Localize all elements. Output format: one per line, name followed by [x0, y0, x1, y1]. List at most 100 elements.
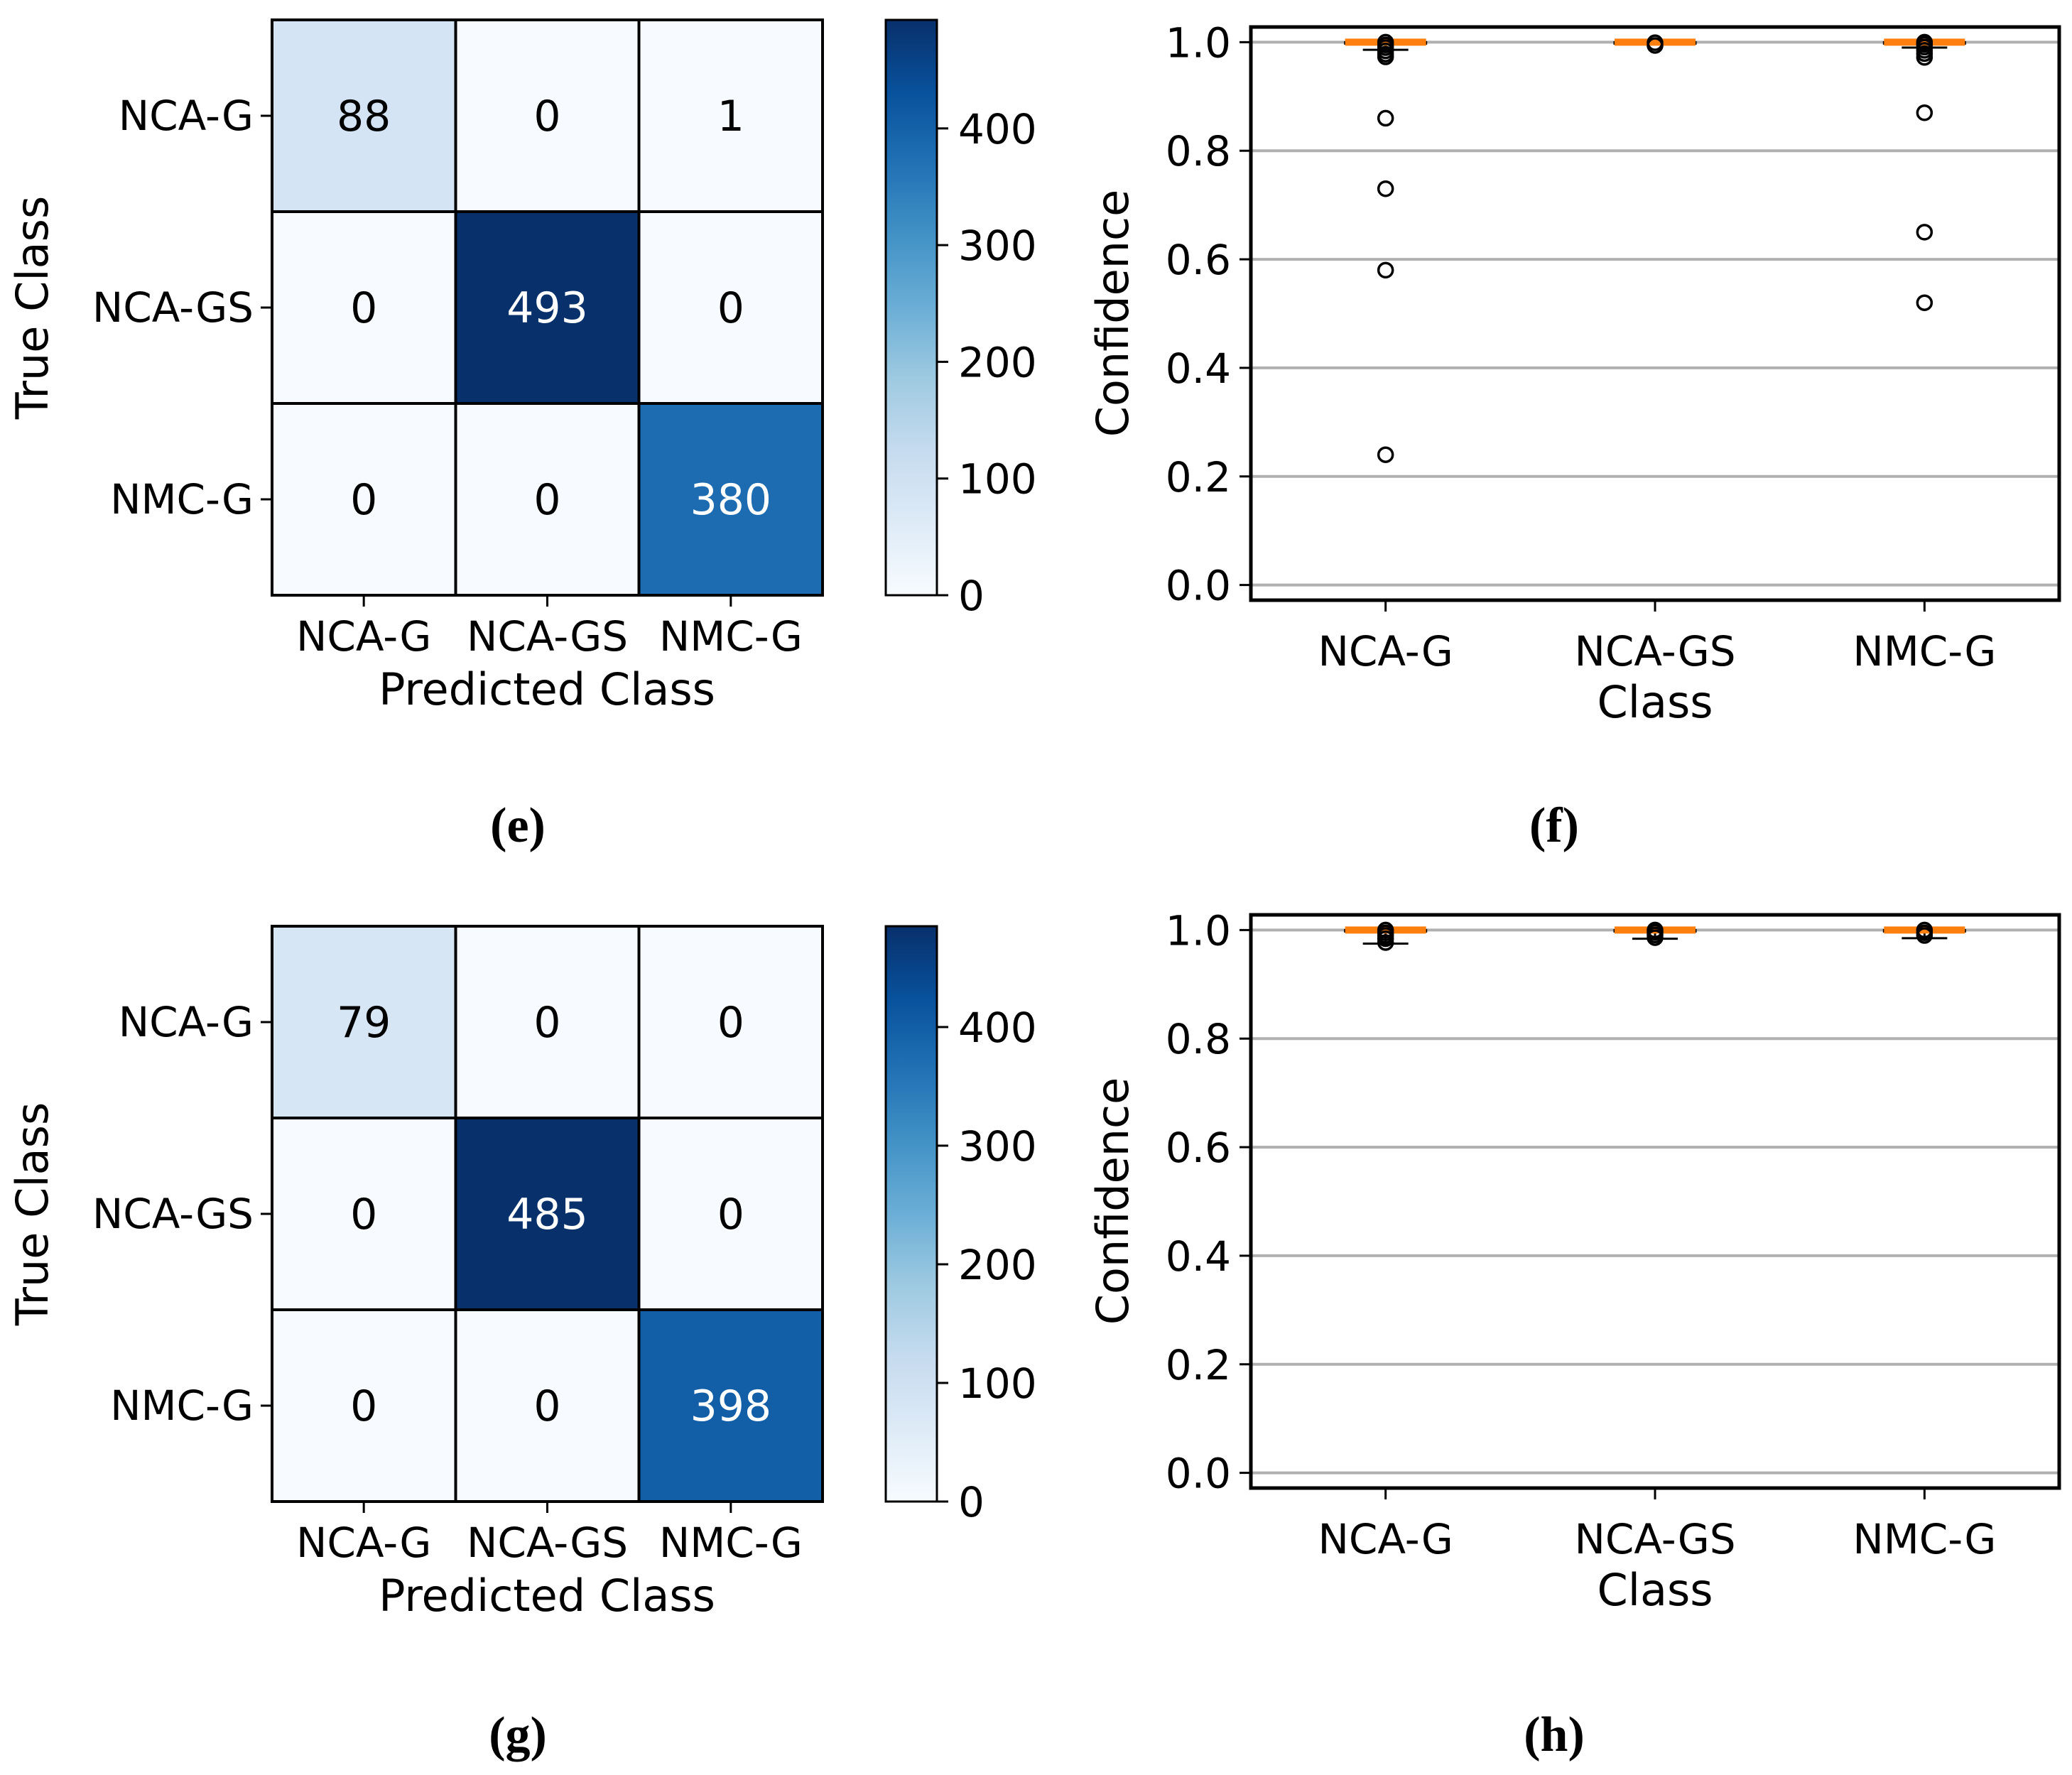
y-tick-label: 0.2 [1166, 453, 1231, 501]
matrix-cell [454, 402, 641, 597]
outlier-point [1377, 48, 1394, 65]
y-tick-label: 0.0 [1166, 562, 1231, 610]
panel-confusion-matrix-e: 88 0 1 0 493 0 0 0 380 NCA-G NCA-G NCA-GS NCA-GS NMC-… [0, 0, 1036, 888]
cell-value: 0 [717, 1190, 744, 1239]
y-tick-label: NCA-G [119, 92, 254, 140]
cell-value: 79 [337, 998, 391, 1048]
y-tick-label: NMC-G [110, 475, 254, 523]
x-tick-label: NCA-G [296, 612, 431, 661]
confusion-matrix-plot-g: 79 0 0 0 485 0 0 0 398 NCA-G NCA-G NCA-GS NCA-GS NMC-… [92, 925, 1036, 1567]
axes-spine [1249, 25, 2061, 602]
colorbar-tick-label: 100 [958, 455, 1036, 504]
y-tick-label: NMC-G [110, 1382, 254, 1430]
colorbar-tick-label: 300 [958, 222, 1036, 270]
outlier-point [1916, 224, 1933, 241]
subfigure-caption-f: (f) [1529, 798, 1579, 853]
outlier-point [1916, 294, 1933, 311]
y-axis-title: Confidence [1087, 189, 1139, 438]
x-tick-label: NMC-G [659, 612, 803, 661]
matrix-cell [637, 210, 825, 405]
y-axis-title: Confidence [1087, 1077, 1139, 1325]
axes-spine [1249, 913, 2061, 1490]
x-axis-title: Predicted Class [379, 663, 715, 715]
y-tick-label: NCA-GS [92, 1190, 254, 1238]
cell-value: 493 [506, 283, 588, 333]
cell-value: 0 [533, 92, 560, 141]
matrix-cell [637, 1308, 825, 1503]
x-tick-label: NMC-G [1853, 1515, 1996, 1563]
cell-value: 88 [337, 92, 391, 141]
cell-value: 0 [533, 475, 560, 525]
matrix-cell [454, 925, 641, 1119]
colorbar-tick-label: 400 [958, 105, 1036, 153]
colorbar-tick-label: 0 [958, 572, 985, 620]
cell-value: 485 [506, 1190, 588, 1239]
x-axis-title: Predicted Class [379, 1570, 715, 1622]
y-tick-label: NCA-G [119, 998, 254, 1046]
y-tick-label: 0.6 [1166, 236, 1231, 284]
colorbar-tick-label: 100 [958, 1359, 1036, 1408]
y-axis-title: True Class [6, 1102, 58, 1326]
x-tick-label: NCA-GS [1574, 627, 1735, 675]
outlier-point [1647, 929, 1664, 946]
x-axis-title: Class [1597, 676, 1713, 728]
y-tick-label: 1.0 [1166, 18, 1231, 67]
cell-value: 398 [690, 1382, 772, 1431]
subfigure-caption-h: (h) [1524, 1708, 1585, 1762]
cell-value: 0 [717, 283, 744, 333]
cell-value: 1 [717, 92, 744, 141]
y-tick-label: 0.4 [1166, 344, 1231, 393]
panel-confusion-matrix-g: 79 0 0 0 485 0 0 0 398 NCA-G NCA-G NCA-GS NCA-GS NMC-… [0, 888, 1036, 1775]
y-tick-label: 0.8 [1166, 1015, 1231, 1063]
colorbar-tick-label: 300 [958, 1122, 1036, 1171]
cell-value: 0 [350, 1190, 377, 1239]
x-tick-label: NCA-G [296, 1519, 431, 1567]
x-tick-label: NMC-G [659, 1519, 803, 1567]
x-tick-label: NCA-G [1318, 627, 1453, 675]
colorbar-tick-label: 0 [958, 1478, 985, 1526]
outlier-point [1377, 180, 1394, 197]
colorbar-tick-label: 400 [958, 1004, 1036, 1052]
cell-value: 0 [350, 1382, 377, 1431]
y-tick-label: 0.4 [1166, 1232, 1231, 1281]
outlier-point [1916, 49, 1933, 66]
cell-value: 0 [717, 998, 744, 1048]
outlier-point [1647, 37, 1664, 54]
cell-value: 0 [533, 1382, 560, 1431]
x-tick-label: NCA-GS [1574, 1515, 1735, 1563]
boxplot-plot-h: 0.0 0.2 0.4 0.6 0.8 1.0 NCA-G NCA-GS NMC-G [1166, 906, 2061, 1563]
x-tick-label: NCA-G [1318, 1515, 1453, 1563]
y-tick-label: 0.0 [1166, 1450, 1231, 1498]
x-tick-label: NMC-G [1853, 627, 1996, 675]
cell-value: 380 [690, 475, 772, 525]
colorbar-tick-label: 200 [958, 338, 1036, 386]
y-tick-label: 0.8 [1166, 127, 1231, 175]
colorbar [884, 18, 938, 597]
y-tick-label: 1.0 [1166, 906, 1231, 955]
outlier-point [1916, 927, 1933, 944]
outlier-point [1916, 104, 1933, 121]
matrix-cell [271, 1308, 457, 1503]
y-tick-label: NCA-GS [92, 283, 254, 332]
cell-value: 0 [350, 283, 377, 333]
outlier-point [1377, 109, 1394, 127]
x-tick-label: NCA-GS [467, 612, 628, 661]
x-tick-label: NCA-GS [467, 1519, 628, 1567]
y-tick-label: 0.2 [1166, 1341, 1231, 1389]
matrix-cell [271, 925, 457, 1119]
y-axis-title: True Class [6, 195, 58, 420]
cell-value: 0 [350, 475, 377, 525]
panel-boxplot-f: 0.0 0.2 0.4 0.6 0.8 1.0 NCA-G NCA-GS NMC-G Class… [1036, 0, 2072, 888]
cell-value: 0 [533, 998, 560, 1048]
panel-boxplot-h: 0.0 0.2 0.4 0.6 0.8 1.0 NCA-G NCA-GS NMC-G Class… [1036, 888, 2072, 1775]
matrix-cell [271, 210, 457, 405]
matrix-cell [271, 18, 457, 213]
boxplot-plot-f: 0.0 0.2 0.4 0.6 0.8 1.0 NCA-G NCA-GS NMC-G [1166, 18, 2061, 675]
subfigure-caption-g: (g) [489, 1708, 547, 1762]
y-tick-label: 0.6 [1166, 1124, 1231, 1172]
outlier-point [1377, 446, 1394, 463]
x-axis-title: Class [1597, 1564, 1713, 1616]
colorbar-tick-label: 200 [958, 1241, 1036, 1289]
matrix-cell [454, 18, 641, 213]
